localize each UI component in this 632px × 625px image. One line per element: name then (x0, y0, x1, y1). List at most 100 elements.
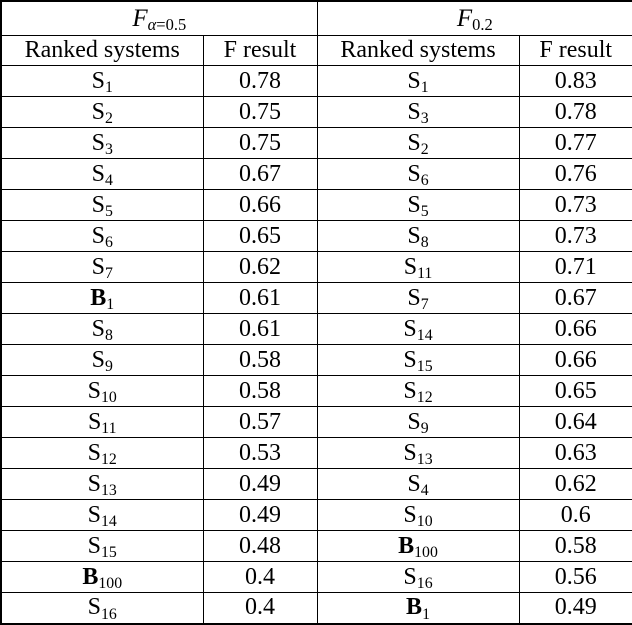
result-cell: 0.78 (518, 96, 632, 128)
result-cell: 0.62 (518, 468, 632, 500)
system-label: S13 (403, 439, 433, 469)
system-label: S16 (403, 563, 433, 593)
result-cell: 0.61 (202, 282, 318, 314)
result-cell: 0.75 (202, 96, 318, 128)
system-cell: S14 (0, 499, 204, 531)
system-cell: S2 (316, 127, 520, 159)
column-header-row: Ranked systems F result Ranked systems F… (0, 35, 632, 66)
result-cell: 0.76 (518, 158, 632, 190)
system-cell: S4 (316, 468, 520, 500)
group-header-f-alpha-05: Fα=0.5 (0, 0, 318, 36)
table-row: S8 0.61 S14 0.66 (0, 313, 632, 345)
system-cell: S12 (0, 437, 204, 469)
table-row: S2 0.75 S3 0.78 (0, 96, 632, 128)
system-cell: S2 (0, 96, 204, 128)
system-label: S15 (87, 532, 117, 562)
result-cell: 0.48 (202, 530, 318, 562)
table-row: S13 0.49 S4 0.62 (0, 468, 632, 500)
result-cell: 0.75 (202, 127, 318, 159)
result-cell: 0.73 (518, 220, 632, 252)
system-label: S3 (407, 98, 429, 128)
system-label: S13 (87, 470, 117, 500)
result-cell: 0.66 (202, 189, 318, 221)
system-label: S8 (91, 315, 113, 345)
table-row: S3 0.75 S2 0.77 (0, 127, 632, 159)
table-row: S10 0.58 S12 0.65 (0, 375, 632, 407)
column-header-ranked-systems-right: Ranked systems (316, 35, 520, 66)
system-cell: B1 (316, 592, 520, 624)
result-cell: 0.56 (518, 561, 632, 593)
table-row: S6 0.65 S8 0.73 (0, 220, 632, 252)
system-label: S7 (407, 284, 429, 314)
system-cell: S1 (0, 65, 204, 97)
system-cell: S11 (316, 251, 520, 283)
system-label: S5 (91, 191, 113, 221)
system-label: S4 (407, 470, 429, 500)
math-f-symbol: F (456, 4, 473, 32)
system-label: S14 (403, 315, 433, 345)
system-cell: S9 (316, 406, 520, 438)
system-label: B1 (406, 594, 430, 623)
result-cell: 0.66 (518, 313, 632, 345)
result-cell: 0.62 (202, 251, 318, 283)
system-cell: S4 (0, 158, 204, 190)
result-cell: 0.58 (202, 375, 318, 407)
result-cell: 0.71 (518, 251, 632, 283)
table-body: S1 0.78 S1 0.83 S2 0.75 S3 0.78 S3 0.75 S2 0.77 S4 0.… (0, 65, 632, 624)
group-header-f-02: F0.2 (316, 0, 632, 36)
system-label: S15 (403, 346, 433, 376)
result-cell: 0.53 (202, 437, 318, 469)
math-subscript: α=0.5 (147, 15, 187, 35)
system-cell: S15 (0, 530, 204, 562)
system-cell: S10 (0, 375, 204, 407)
system-label: S1 (91, 67, 113, 97)
table-row: S11 0.57 S9 0.64 (0, 406, 632, 438)
system-label: B1 (90, 284, 115, 314)
system-cell: B100 (0, 561, 204, 593)
system-label: S7 (91, 253, 113, 283)
system-cell: S5 (316, 189, 520, 221)
table-row: S9 0.58 S15 0.66 (0, 344, 632, 376)
system-cell: S8 (0, 313, 204, 345)
table-row: S15 0.48 B100 0.58 (0, 530, 632, 562)
group-header-row: Fα=0.5 F0.2 (0, 0, 632, 36)
system-cell: S13 (316, 437, 520, 469)
system-label: S6 (407, 160, 429, 190)
system-cell: S6 (316, 158, 520, 190)
table-row: S7 0.62 S11 0.71 (0, 251, 632, 283)
system-cell: S12 (316, 375, 520, 407)
system-label: B100 (82, 563, 123, 593)
table-row: S1 0.78 S1 0.83 (0, 65, 632, 97)
result-cell: 0.4 (202, 561, 318, 593)
system-cell: B1 (0, 282, 204, 314)
result-cell: 0.57 (202, 406, 318, 438)
result-cell: 0.49 (202, 468, 318, 500)
system-cell: S6 (0, 220, 204, 252)
system-cell: S8 (316, 220, 520, 252)
system-cell: S11 (0, 406, 204, 438)
system-cell: B100 (316, 530, 520, 562)
system-cell: S10 (316, 499, 520, 531)
math-subscript: 0.2 (472, 15, 493, 35)
result-cell: 0.49 (202, 499, 318, 531)
system-label: S10 (87, 377, 117, 407)
system-label: S5 (407, 191, 429, 221)
result-cell: 0.67 (202, 158, 318, 190)
system-label: S11 (87, 408, 117, 438)
system-label: B100 (398, 532, 438, 562)
system-label: S2 (407, 129, 429, 159)
system-cell: S14 (316, 313, 520, 345)
table-row: S16 0.4 B1 0.49 (0, 592, 632, 624)
system-cell: S7 (316, 282, 520, 314)
result-cell: 0.83 (518, 65, 632, 97)
system-label: S4 (91, 160, 113, 190)
system-label: S11 (403, 253, 433, 283)
result-cell: 0.66 (518, 344, 632, 376)
result-cell: 0.4 (202, 592, 318, 624)
math-f-symbol: F (132, 4, 148, 32)
result-cell: 0.6 (518, 499, 632, 531)
system-cell: S7 (0, 251, 204, 283)
system-cell: S3 (316, 96, 520, 128)
table-row: B100 0.4 S16 0.56 (0, 561, 632, 593)
result-cell: 0.64 (518, 406, 632, 438)
